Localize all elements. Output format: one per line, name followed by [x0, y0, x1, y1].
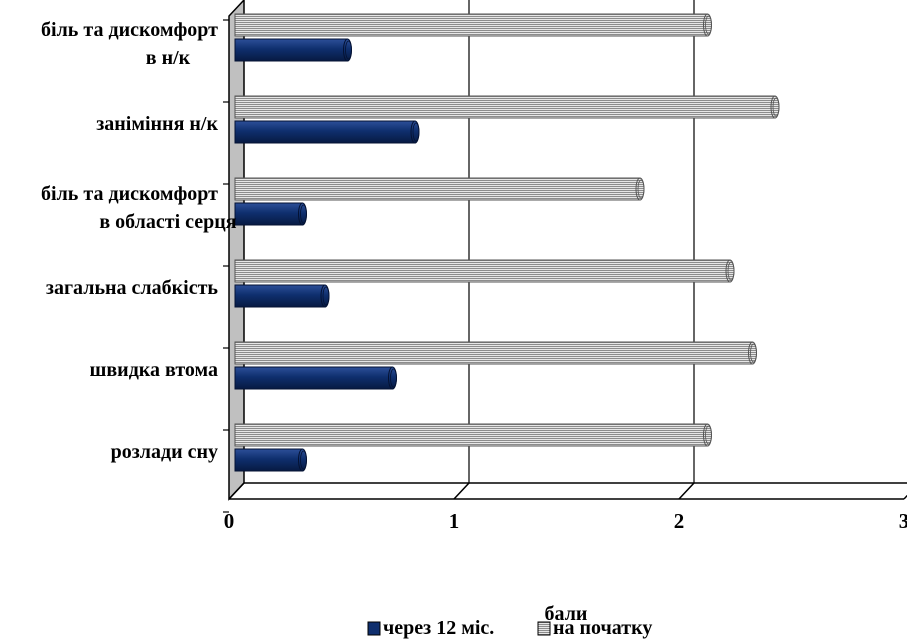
x-axis-title: бали: [545, 603, 588, 625]
bar-cherez-12-mis: [234, 448, 307, 472]
category-label: заніміння н/к: [96, 113, 218, 135]
category-label: в н/к: [146, 47, 191, 69]
category-label: розлади сну: [111, 441, 218, 463]
bar-cherez-12-mis: [234, 38, 352, 62]
category-label: в області серця: [99, 211, 236, 233]
bar-cherez-12-mis: [234, 120, 420, 144]
legend: через 12 міс. на початку: [367, 617, 652, 639]
category-label: швидка втома: [89, 359, 218, 381]
bar-na-pochatku: [234, 259, 735, 283]
x-tick-label: 1: [449, 509, 460, 533]
legend-label: через 12 міс.: [383, 617, 494, 639]
bar-cherez-12-mis: [234, 202, 307, 226]
legend-item: на початку: [537, 617, 652, 639]
x-tick-label: 0: [224, 509, 235, 533]
bar-na-pochatku: [234, 95, 780, 119]
bar-na-pochatku: [234, 13, 712, 37]
legend-swatch: [537, 621, 551, 636]
bar-na-pochatku: [234, 341, 757, 365]
legend-label: на початку: [553, 617, 652, 639]
floor-depth-edge: [678, 482, 695, 500]
bar-na-pochatku: [234, 177, 645, 201]
floor-depth-edge: [228, 482, 245, 500]
bar-na-pochatku: [234, 423, 712, 447]
category-label: біль та дискомфорт: [41, 19, 218, 41]
plot-area: [244, 0, 907, 483]
legend-item: через 12 міс.: [367, 617, 494, 639]
x-tick-label: 2: [674, 509, 685, 533]
x-tick-label: 3: [899, 509, 907, 533]
category-label: загальна слабкість: [46, 277, 218, 299]
bar-cherez-12-mis: [234, 284, 330, 308]
category-label: біль та дискомфорт: [41, 183, 218, 205]
floor-depth-edge: [453, 482, 470, 500]
legend-swatch: [367, 621, 381, 636]
bar-cherez-12-mis: [234, 366, 397, 390]
